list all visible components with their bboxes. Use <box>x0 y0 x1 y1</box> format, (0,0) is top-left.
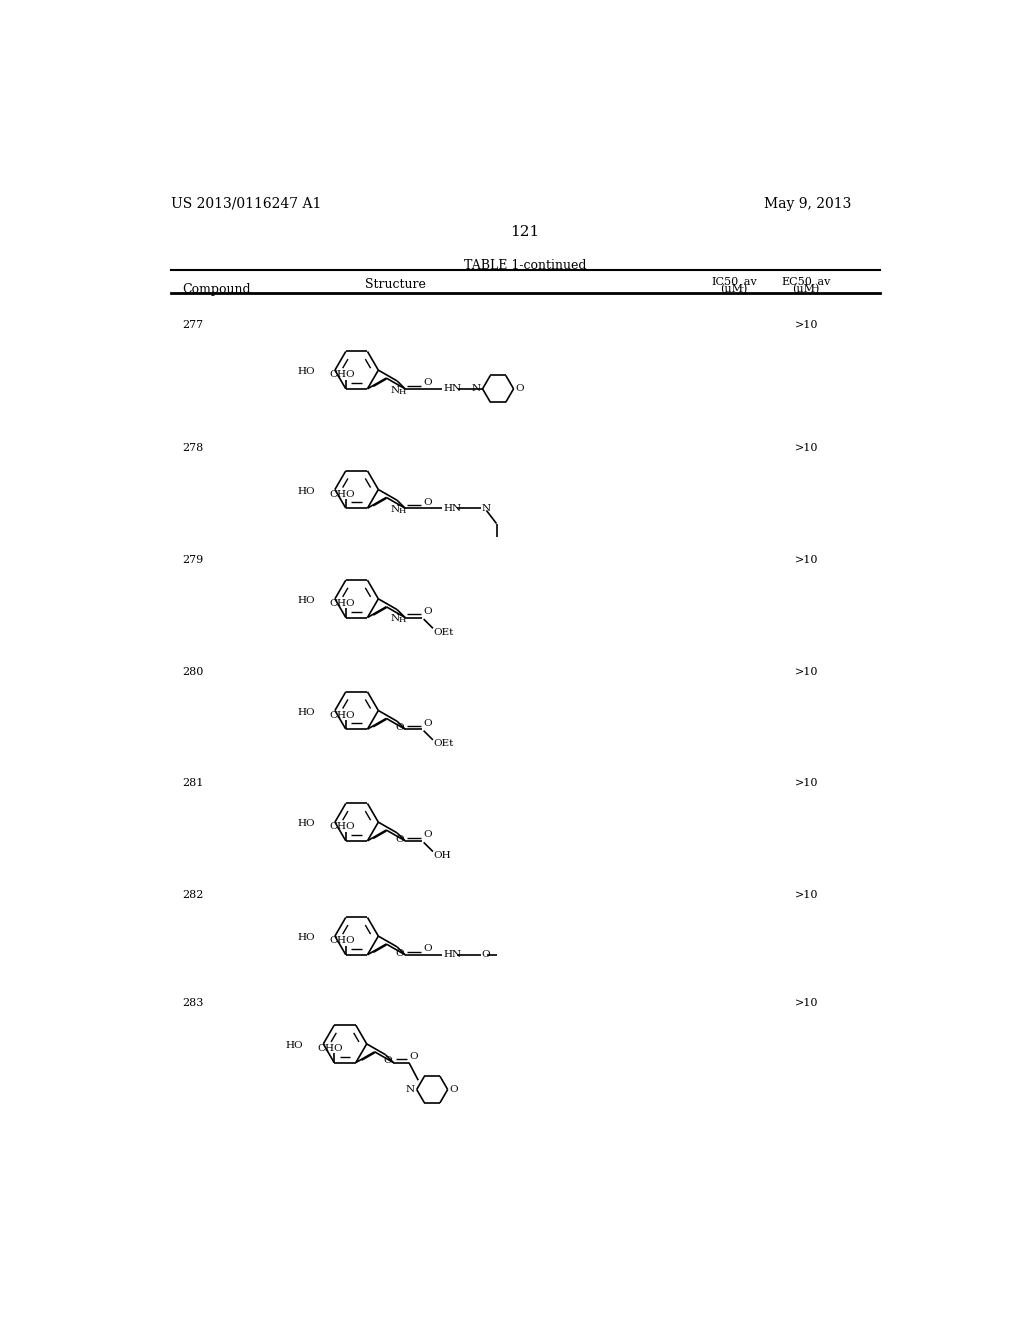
Text: 283: 283 <box>182 998 204 1007</box>
Text: HN: HN <box>443 950 461 960</box>
Text: HO: HO <box>297 933 314 942</box>
Text: CHO: CHO <box>329 822 354 832</box>
Text: >10: >10 <box>795 998 818 1007</box>
Text: O: O <box>423 498 431 507</box>
Text: H: H <box>398 616 406 624</box>
Text: O: O <box>423 378 431 387</box>
Text: H: H <box>398 507 406 515</box>
Text: O: O <box>395 949 403 957</box>
Text: >10: >10 <box>795 779 818 788</box>
Text: 121: 121 <box>510 224 540 239</box>
Text: >10: >10 <box>795 667 818 677</box>
Text: O: O <box>423 944 431 953</box>
Text: N: N <box>391 506 400 513</box>
Text: O: O <box>423 718 431 727</box>
Text: US 2013/0116247 A1: US 2013/0116247 A1 <box>171 197 321 211</box>
Text: O: O <box>395 834 403 843</box>
Text: EC50_av: EC50_av <box>781 276 830 286</box>
Text: Structure: Structure <box>365 277 426 290</box>
Text: May 9, 2013: May 9, 2013 <box>764 197 851 211</box>
Text: O: O <box>423 607 431 616</box>
Text: TABLE 1-continued: TABLE 1-continued <box>464 259 586 272</box>
Text: N: N <box>481 504 490 512</box>
Text: CHO: CHO <box>329 371 354 379</box>
Text: HO: HO <box>297 820 314 828</box>
Text: N: N <box>391 614 400 623</box>
Text: OH: OH <box>434 851 452 859</box>
Text: N: N <box>391 385 400 395</box>
Text: 281: 281 <box>182 779 204 788</box>
Text: 282: 282 <box>182 890 204 900</box>
Text: O: O <box>450 1085 458 1094</box>
Text: HO: HO <box>297 708 314 717</box>
Text: Compound: Compound <box>182 284 251 296</box>
Text: O: O <box>515 384 523 393</box>
Text: CHO: CHO <box>329 599 354 609</box>
Text: IC50_av: IC50_av <box>712 276 757 286</box>
Text: OEt: OEt <box>434 627 454 636</box>
Text: CHO: CHO <box>329 936 354 945</box>
Text: HO: HO <box>297 595 314 605</box>
Text: OEt: OEt <box>434 739 454 748</box>
Text: H: H <box>398 388 406 396</box>
Text: >10: >10 <box>795 444 818 453</box>
Text: O: O <box>395 723 403 731</box>
Text: HN: HN <box>443 504 461 512</box>
Text: O: O <box>481 950 490 960</box>
Text: O: O <box>410 1052 419 1061</box>
Text: (μM): (μM) <box>720 284 748 294</box>
Text: O: O <box>423 830 431 840</box>
Text: O: O <box>384 1056 392 1065</box>
Text: N: N <box>406 1085 415 1094</box>
Text: CHO: CHO <box>317 1044 343 1053</box>
Text: >10: >10 <box>795 554 818 565</box>
Text: HO: HO <box>297 487 314 495</box>
Text: CHO: CHO <box>329 490 354 499</box>
Text: CHO: CHO <box>329 710 354 719</box>
Text: 278: 278 <box>182 444 204 453</box>
Text: 280: 280 <box>182 667 204 677</box>
Text: (μM): (μM) <box>793 284 820 294</box>
Text: HN: HN <box>443 384 461 393</box>
Text: N: N <box>472 384 481 393</box>
Text: >10: >10 <box>795 321 818 330</box>
Text: 279: 279 <box>182 554 204 565</box>
Text: HO: HO <box>297 367 314 376</box>
Text: 277: 277 <box>182 321 204 330</box>
Text: >10: >10 <box>795 890 818 900</box>
Text: HO: HO <box>286 1041 303 1049</box>
